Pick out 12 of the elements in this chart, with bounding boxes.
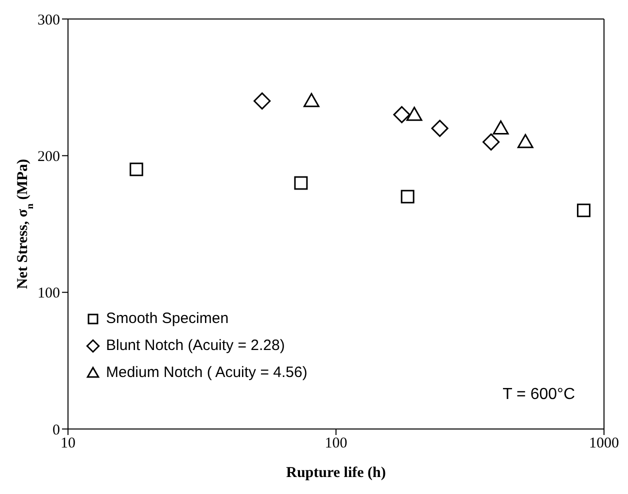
y-tick-label: 200	[38, 148, 60, 165]
x-tick-label: 1000	[589, 436, 619, 452]
legend-label: Medium Notch ( Acuity = 4.56)	[106, 364, 308, 381]
annotation: T = 600°C	[502, 386, 575, 404]
x-axis-title: Rupture life (h)	[286, 465, 386, 481]
x-tick-label: 100	[324, 436, 348, 452]
legend-label: Blunt Notch (Acuity = 2.28)	[106, 337, 285, 354]
legend-label: Smooth Specimen	[106, 310, 229, 327]
y-tick-label: 0	[52, 422, 60, 438]
y-tick-label: 100	[38, 286, 60, 302]
y-tick-label: 300	[38, 12, 60, 28]
x-tick-label: 10	[60, 436, 76, 452]
